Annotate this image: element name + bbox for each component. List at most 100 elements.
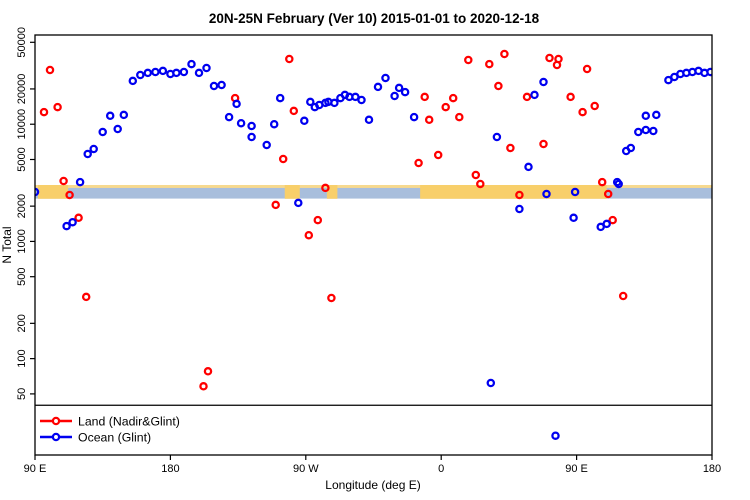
orange-segment-band bbox=[38, 184, 69, 199]
data-point-ocean bbox=[83, 149, 92, 159]
data-point-land bbox=[199, 382, 208, 391]
data-point-land bbox=[464, 55, 473, 65]
data-point-ocean bbox=[68, 217, 77, 227]
data-point-ocean bbox=[569, 213, 578, 223]
data-point-ocean bbox=[486, 378, 496, 388]
data-point-ocean bbox=[269, 119, 279, 129]
data-point-ocean bbox=[357, 95, 366, 105]
data-point-ocean bbox=[232, 99, 241, 109]
data-point-land bbox=[285, 54, 294, 64]
data-point-land bbox=[566, 92, 575, 102]
data-point-ocean bbox=[172, 68, 181, 78]
data-point-ocean bbox=[641, 125, 651, 135]
data-point-land bbox=[476, 179, 485, 189]
chart-title: 20N-25N February (Ver 10) 2015-01-01 to … bbox=[209, 11, 540, 26]
x-tick-label: 0 bbox=[438, 463, 444, 475]
data-point-land bbox=[313, 215, 323, 225]
data-point-ocean bbox=[515, 204, 524, 214]
plot-border bbox=[34, 34, 713, 456]
data-point-ocean bbox=[641, 111, 651, 121]
data-point-ocean bbox=[706, 67, 712, 77]
data-point-land bbox=[278, 154, 288, 164]
data-point-ocean bbox=[275, 93, 285, 103]
data-point-land bbox=[81, 292, 91, 302]
data-point-land bbox=[448, 93, 458, 103]
data-point-ocean bbox=[400, 87, 410, 97]
data-point-ocean bbox=[247, 121, 256, 131]
legend-label: Land (Nadir&Glint) bbox=[78, 414, 180, 428]
data-point-ocean bbox=[224, 112, 234, 122]
axes: 90 E 180 90 W 0 90 E 180 50 100 200 500 1000 2000 50… bbox=[16, 27, 721, 475]
data-point-ocean bbox=[614, 179, 623, 189]
data-point-land bbox=[500, 49, 509, 59]
data-point-ocean bbox=[570, 187, 580, 197]
data-point-ocean bbox=[247, 132, 256, 142]
legend-label: Ocean (Glint) bbox=[78, 430, 151, 444]
data-point-land bbox=[578, 107, 587, 117]
data-point-land bbox=[582, 64, 592, 74]
data-point-ocean bbox=[209, 81, 219, 91]
data-point-land bbox=[603, 189, 613, 199]
data-point-ocean bbox=[158, 66, 168, 76]
data-point-land bbox=[522, 92, 532, 102]
data-point-ocean bbox=[542, 189, 551, 199]
data-point-ocean bbox=[492, 132, 502, 142]
data-point-land bbox=[420, 92, 429, 102]
y-tick-label: 50 bbox=[16, 388, 28, 400]
data-point-land bbox=[65, 190, 74, 200]
data-point-land bbox=[53, 102, 62, 112]
data-point-land bbox=[59, 176, 68, 186]
data-point-ocean bbox=[262, 140, 271, 150]
data-point-land bbox=[414, 158, 423, 168]
data-point-land bbox=[471, 170, 481, 180]
data-point-ocean bbox=[294, 198, 303, 208]
data-point-ocean bbox=[179, 67, 189, 77]
y-tick-label: 1000 bbox=[16, 229, 28, 253]
data-points bbox=[35, 49, 712, 440]
data-point-ocean bbox=[136, 70, 145, 80]
legend-marker bbox=[51, 416, 61, 426]
y-tick-label: 50000 bbox=[16, 27, 28, 58]
data-point-land bbox=[304, 230, 314, 240]
data-point-ocean bbox=[530, 90, 539, 100]
x-tick-label: 180 bbox=[161, 463, 179, 475]
data-point-ocean bbox=[652, 110, 661, 120]
data-point-ocean bbox=[194, 68, 204, 78]
data-point-land bbox=[74, 213, 83, 223]
data-point-land bbox=[494, 81, 503, 91]
data-point-ocean bbox=[105, 111, 115, 121]
data-point-ocean bbox=[143, 68, 153, 78]
data-point-ocean bbox=[351, 92, 360, 102]
x-tick-label: 90 E bbox=[24, 463, 47, 475]
data-point-ocean bbox=[35, 187, 40, 197]
data-point-ocean bbox=[306, 97, 315, 107]
data-point-ocean bbox=[300, 116, 309, 126]
data-point-ocean bbox=[62, 221, 71, 231]
data-point-land bbox=[485, 59, 494, 69]
data-point-land bbox=[441, 102, 450, 112]
data-point-ocean bbox=[539, 77, 548, 87]
data-point-ocean bbox=[602, 219, 611, 229]
data-point-ocean bbox=[75, 177, 85, 187]
data-point-land bbox=[608, 215, 617, 225]
data-point-land bbox=[515, 190, 524, 200]
data-point-ocean bbox=[330, 98, 339, 108]
data-point-ocean bbox=[113, 124, 122, 134]
data-point-ocean bbox=[381, 73, 390, 83]
data-point-ocean bbox=[187, 59, 196, 69]
legend-marker bbox=[51, 432, 61, 442]
data-point-ocean bbox=[236, 118, 246, 128]
data-point-ocean bbox=[89, 144, 98, 154]
orange-segment-band bbox=[326, 184, 338, 199]
y-tick-label: 20000 bbox=[16, 74, 28, 105]
data-point-land bbox=[271, 200, 280, 210]
data-point-land bbox=[321, 183, 330, 193]
data-point-land bbox=[455, 112, 464, 122]
data-point-land bbox=[506, 143, 515, 153]
data-point-land bbox=[424, 115, 434, 125]
data-point-land bbox=[203, 367, 213, 376]
y-tick-label: 2000 bbox=[16, 194, 28, 218]
data-point-ocean bbox=[151, 67, 160, 77]
